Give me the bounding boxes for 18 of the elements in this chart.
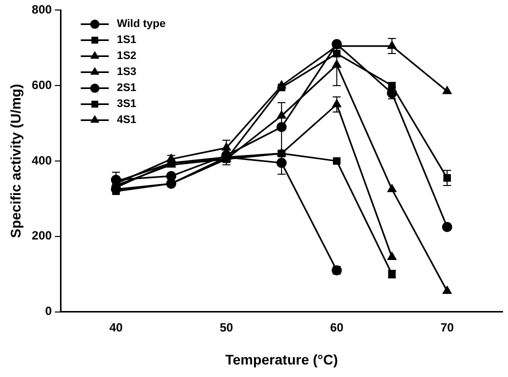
legend-label: 1S2 <box>116 50 136 62</box>
legend-label: 4S1 <box>116 114 136 126</box>
legend-label: 1S1 <box>116 34 136 46</box>
legend-label: 1S3 <box>116 66 136 78</box>
y-axis-title: Specific activity (U/mg) <box>7 84 24 238</box>
y-tick-label: 600 <box>32 78 52 92</box>
y-tick-label: 400 <box>32 153 52 168</box>
x-tick-label: 40 <box>109 320 123 334</box>
x-tick-label: 60 <box>330 320 344 334</box>
x-tick-label: 50 <box>220 320 234 334</box>
y-tick-label: 0 <box>45 304 52 318</box>
legend-label: Wild type <box>116 18 166 30</box>
legend-label: 3S1 <box>116 98 136 110</box>
x-tick-label: 70 <box>440 320 454 334</box>
y-tick-label: 800 <box>32 2 52 17</box>
x-axis-title: Temperature (°C) <box>225 351 338 368</box>
legend-label: 2S1 <box>116 82 136 94</box>
y-tick-label: 200 <box>32 228 52 243</box>
